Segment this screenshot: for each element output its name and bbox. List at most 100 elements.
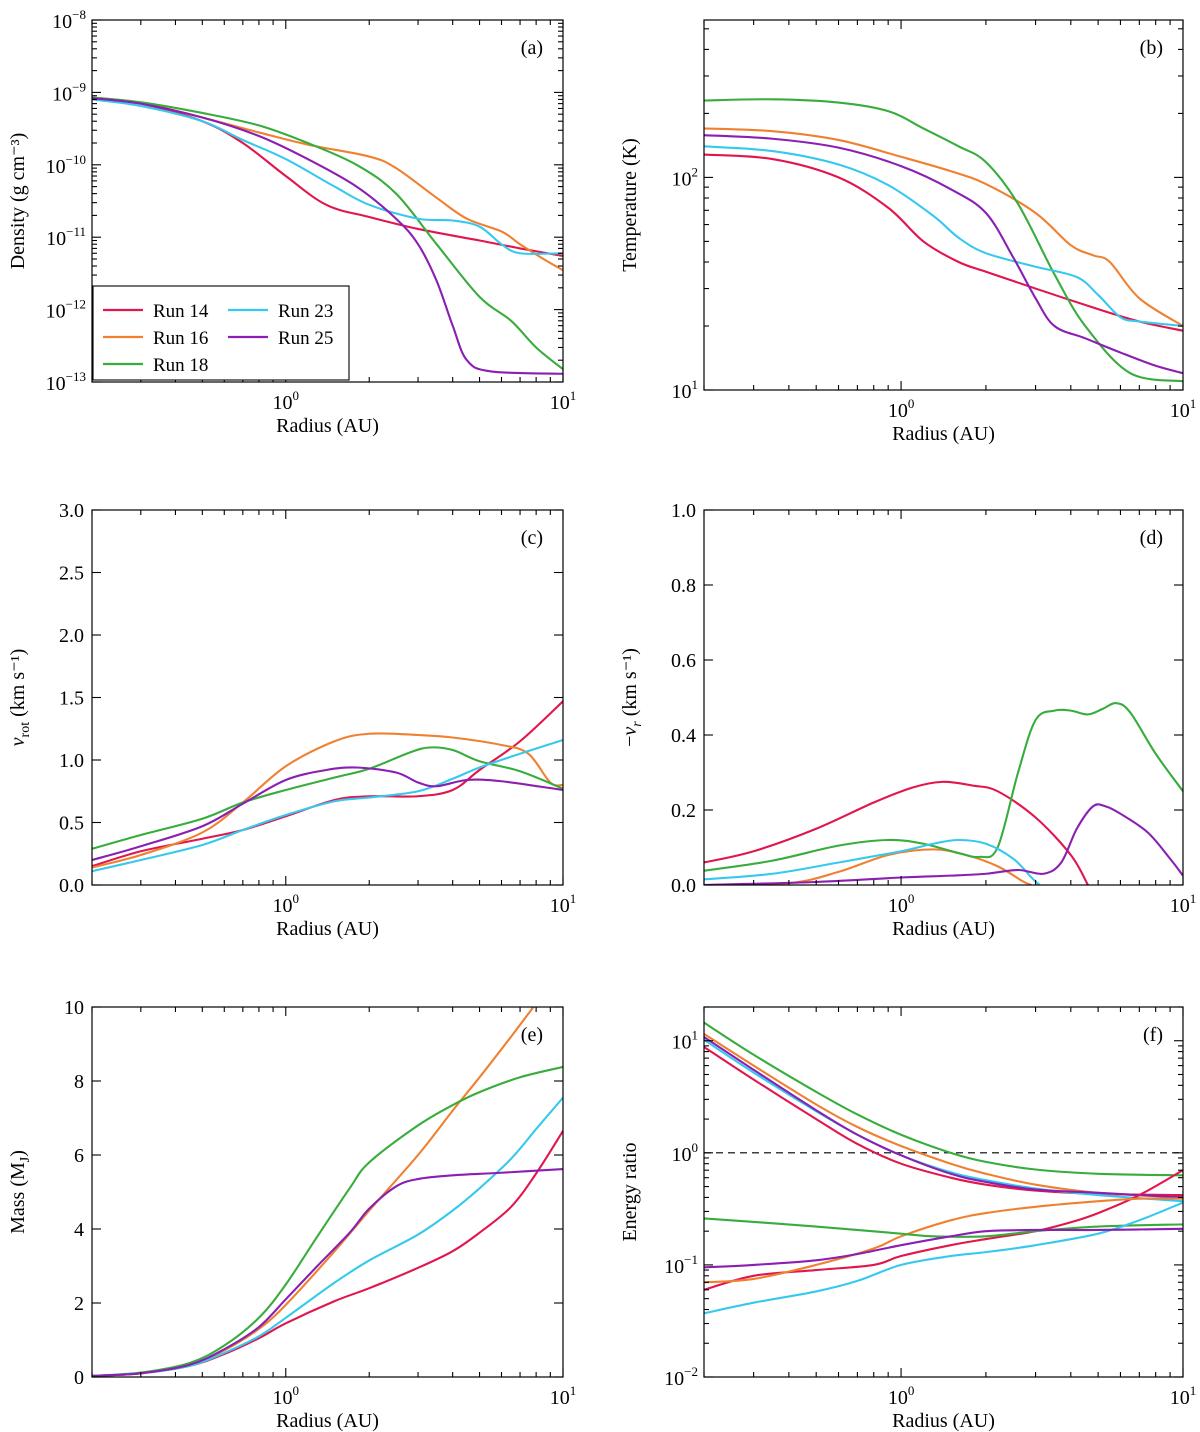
x-tick-label: 101 [550, 1383, 577, 1409]
plot-frame [703, 1006, 1184, 1378]
series-line-run-23-e-3 [92, 1096, 563, 1377]
legend-label-run-16: Run 16 [153, 328, 208, 349]
series-line-run-25-e-4 [92, 1168, 563, 1377]
plot-frame [91, 19, 564, 383]
y-tick-label: 1.5 [59, 688, 84, 710]
series-line-run-14-f-5 [704, 1169, 1183, 1291]
y-axis-label: vrot (km s⁻¹) [7, 649, 33, 747]
y-tick-label: 10−13 [46, 369, 86, 395]
y-tick-label: 10−2 [664, 1364, 698, 1390]
series-line-run-23-d-3 [704, 838, 1041, 885]
y-tick-label: 2.0 [59, 625, 84, 647]
series-line-run-23-a-3 [92, 98, 563, 255]
panel-f: 100 101 10−2 10−1 100 101 Radius (AU) Energy ra… [619, 1006, 1197, 1432]
series-line-run-23-b-3 [704, 145, 1183, 328]
series-group [92, 700, 563, 873]
x-tick-label: 101 [1170, 396, 1197, 422]
x-tick-label: 100 [888, 1383, 915, 1409]
y-axis-label: −vr (km s⁻¹) [619, 648, 645, 747]
series-line-run-25-a-4 [92, 97, 563, 375]
panel-label-b: (b) [1140, 37, 1163, 59]
series-group [704, 98, 1183, 383]
panel-label-a: (a) [521, 37, 543, 59]
y-tick-label: 0.8 [671, 575, 696, 597]
y-tick-label: 0.6 [671, 650, 696, 672]
y-tick-label: 2 [74, 1293, 84, 1315]
series-group [704, 1021, 1183, 1315]
y-tick-label: 1.0 [671, 500, 696, 522]
x-axis-label: Radius (AU) [892, 1410, 995, 1432]
series-line-run-25-c-4 [92, 766, 563, 862]
panel-e: 100 101 0 2 4 6 8 10 Radius (AU) Mass (MJ) (e) [7, 997, 576, 1432]
y-tick-label: 10−12 [46, 297, 86, 323]
x-tick-label: 101 [550, 891, 577, 917]
y-tick-label: 101 [672, 377, 699, 403]
y-tick-label: 10−1 [664, 1252, 698, 1278]
x-axis-label: Radius (AU) [892, 918, 995, 940]
series-line-run-16-f-6 [704, 1197, 1183, 1284]
legend-label-run-18: Run 18 [153, 355, 208, 376]
panel-b: 100 101 101 102 Radius (AU) Temperature (K) (b… [619, 19, 1197, 445]
y-tick-label: 0.5 [59, 813, 84, 835]
x-axis-label: Radius (AU) [276, 415, 379, 437]
panel-c: 100 101 0.0 0.5 1.0 1.5 2.0 2.5 3.0 Radius (AU) vr… [7, 500, 576, 940]
series-line-run-18-f-2 [704, 1021, 1183, 1177]
y-axis-label: Temperature (K) [619, 138, 641, 272]
plot-frame [703, 509, 1184, 886]
series-group [92, 96, 563, 375]
y-tick-label: 0.2 [671, 800, 696, 822]
legend-label-run-25: Run 25 [278, 328, 333, 349]
series-line-run-18-e-2 [92, 1065, 563, 1377]
x-tick-label: 100 [273, 891, 300, 917]
y-tick-label: 1.0 [59, 750, 84, 772]
panel-a: 100 101 10−13 10−12 10−11 10−10 10−9 10−8 Radius… [7, 7, 576, 437]
plot-frame [703, 19, 1184, 391]
series-line-run-18-d-2 [704, 702, 1183, 872]
y-tick-label: 8 [74, 1071, 84, 1093]
x-axis-label: Radius (AU) [892, 423, 995, 445]
y-tick-label: 10−9 [52, 79, 86, 105]
x-tick-label: 101 [1170, 891, 1197, 917]
y-tick-label: 3.0 [59, 500, 84, 522]
y-tick-label: 6 [74, 1145, 84, 1167]
y-tick-label: 4 [74, 1219, 84, 1241]
series-line-run-25-f-4 [704, 1035, 1183, 1199]
y-tick-label: 10 [64, 997, 84, 1019]
y-tick-label: 102 [672, 164, 699, 190]
panel-d: 100 101 0.0 0.2 0.4 0.6 0.8 1.0 Radius (AU) −vr (… [619, 500, 1196, 940]
plot-frame [91, 1006, 564, 1378]
x-axis-label: Radius (AU) [276, 918, 379, 940]
y-tick-label: 100 [672, 1140, 699, 1166]
y-tick-label: 0 [74, 1367, 84, 1389]
series-line-run-14-d-0 [704, 780, 1089, 885]
y-tick-label: 2.5 [59, 563, 84, 585]
panel-label-e: (e) [521, 1024, 543, 1046]
y-tick-label: 101 [672, 1028, 699, 1054]
y-tick-label: 10−11 [46, 224, 86, 250]
series-group [92, 1007, 563, 1377]
y-axis-label: Density (g cm⁻³) [7, 133, 29, 270]
x-tick-label: 100 [273, 1383, 300, 1409]
x-tick-label: 100 [888, 396, 915, 422]
series-line-run-23-c-3 [92, 738, 563, 873]
series-line-run-16-c-1 [92, 732, 563, 869]
y-tick-label: 10−8 [52, 7, 86, 33]
y-tick-label: 0.0 [671, 875, 696, 897]
y-axis-label: Mass (MJ) [7, 1150, 33, 1234]
panel-label-f: (f) [1143, 1024, 1163, 1046]
series-line-run-25-f-9 [704, 1227, 1183, 1269]
panel-label-d: (d) [1140, 527, 1163, 549]
y-tick-label: 0.4 [671, 725, 696, 747]
y-tick-label: 10−10 [46, 152, 86, 178]
series-line-run-16-f-1 [704, 1032, 1183, 1199]
legend: Run 14 Run 16 Run 18 Run 23 Run 25 [92, 285, 350, 381]
series-line-run-18-a-2 [92, 96, 563, 371]
y-tick-label: 0.0 [59, 875, 84, 897]
x-tick-label: 101 [1170, 1383, 1197, 1409]
series-line-run-14-c-0 [92, 700, 563, 868]
y-axis-label: Energy ratio [619, 1142, 641, 1241]
x-axis-label: Radius (AU) [276, 1410, 379, 1432]
legend-label-run-23: Run 23 [278, 301, 333, 322]
